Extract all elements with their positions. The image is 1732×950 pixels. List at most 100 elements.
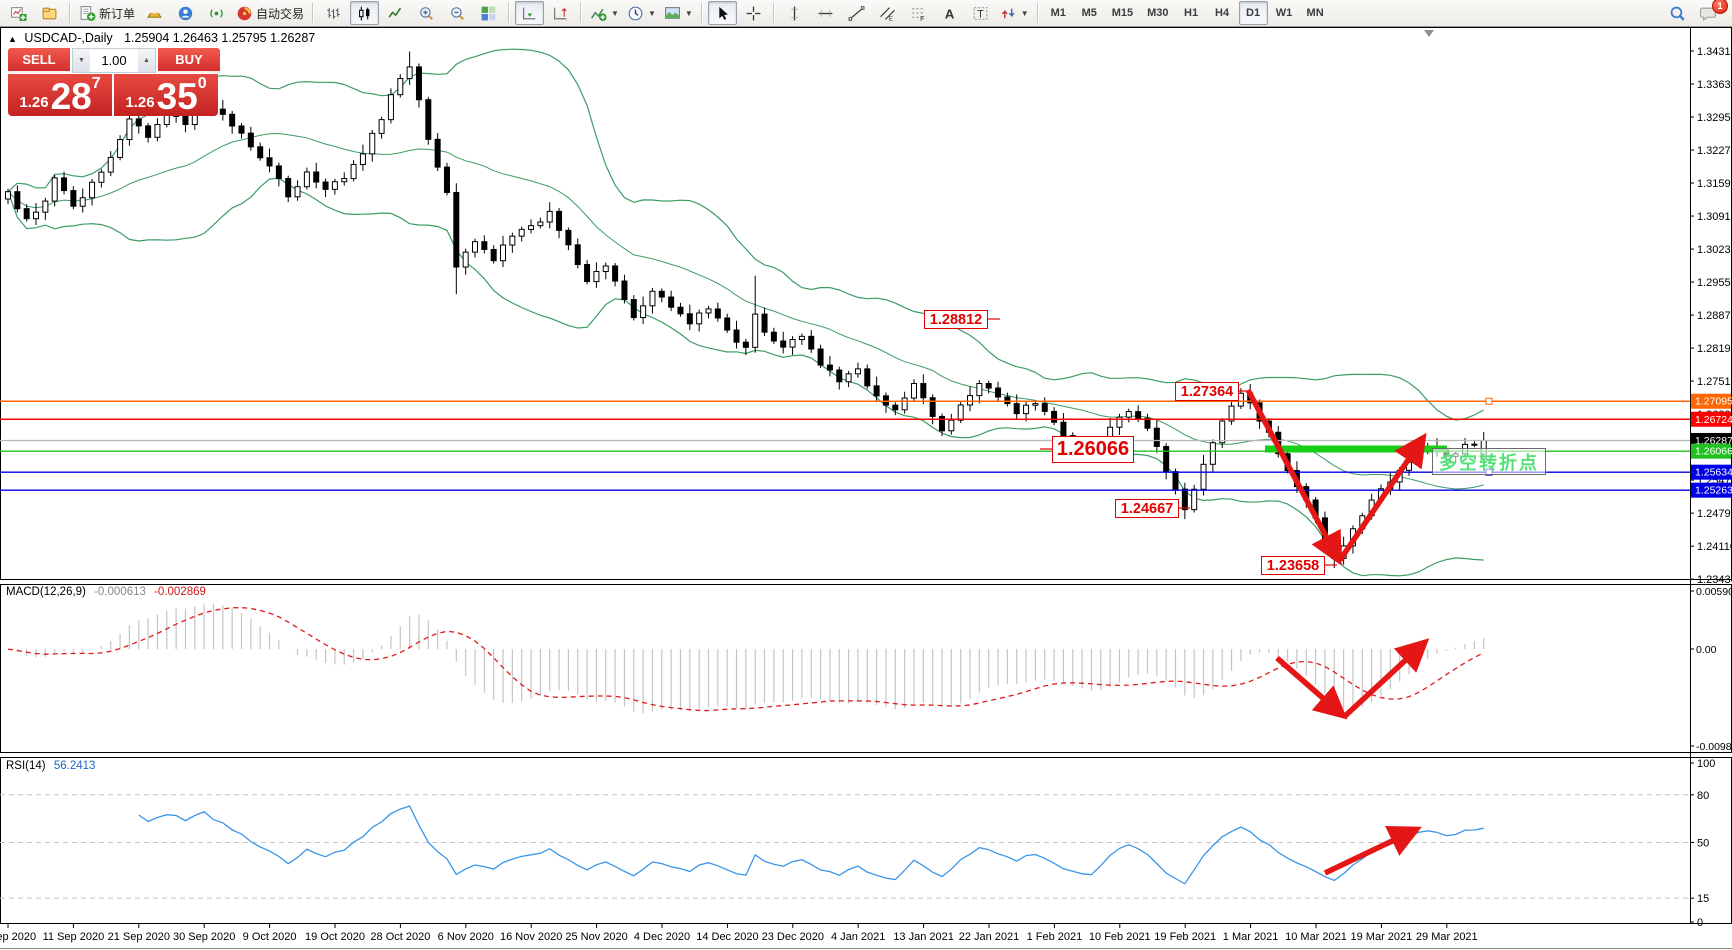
sell-price-button[interactable]: 1.26 28 7 xyxy=(8,74,112,116)
turning-point-label[interactable]: 多空转折点 xyxy=(1432,448,1546,475)
indicators-button[interactable]: ▼ xyxy=(587,1,622,25)
horizontal-line-button[interactable] xyxy=(811,1,840,25)
timeframe-m1[interactable]: M1 xyxy=(1044,1,1073,25)
timeframe-h1-label: H1 xyxy=(1184,7,1199,19)
timeframe-w1[interactable]: W1 xyxy=(1270,1,1299,25)
new-order-button[interactable]: 新订单 xyxy=(76,1,138,25)
label-button[interactable]: T xyxy=(966,1,995,25)
price-annotation-label[interactable]: 1.27364 xyxy=(1175,382,1239,401)
svg-text:F: F xyxy=(920,15,924,21)
macd-histogram xyxy=(16,603,1485,714)
fibo-icon: F xyxy=(911,7,925,22)
timeframe-mn[interactable]: MN xyxy=(1301,1,1330,25)
periods-button[interactable]: ▼ xyxy=(624,1,659,25)
autotrading-button-label: 自动交易 xyxy=(256,6,305,21)
autotrading-button[interactable]: 自动交易 xyxy=(233,1,307,25)
dropdown-caret-icon[interactable]: ▼ xyxy=(1020,8,1029,18)
price-annotation-label[interactable]: 1.26066 xyxy=(1052,436,1134,463)
price-trend-arrow[interactable] xyxy=(1337,432,1427,562)
toolbar-separator xyxy=(1036,3,1039,23)
timeframe-h1[interactable]: H1 xyxy=(1177,1,1206,25)
rsi-trend-arrow[interactable] xyxy=(1323,826,1422,876)
channel-icon: E xyxy=(880,6,895,22)
candlestick-type-button[interactable] xyxy=(350,1,380,25)
vline-icon xyxy=(791,6,798,20)
arrows-button[interactable]: ▼ xyxy=(997,1,1032,25)
timeframe-h4-label: H4 xyxy=(1215,7,1230,19)
date-tick-label: 29 Mar 2021 xyxy=(1416,931,1478,943)
newchart-icon xyxy=(11,6,27,21)
timeframe-m5-label: M5 xyxy=(1081,7,1097,19)
price-badge-label: 1.27095 xyxy=(1695,396,1732,408)
community-button[interactable] xyxy=(171,1,200,25)
crosshair-icon xyxy=(746,6,761,20)
horizontal-level-lines[interactable] xyxy=(0,397,1690,491)
templates-button[interactable]: ▼ xyxy=(661,1,696,25)
profiles-icon xyxy=(42,7,57,19)
fibonacci-button[interactable]: F xyxy=(904,1,933,25)
buy-price-button[interactable]: 1.26 35 0 xyxy=(114,74,218,116)
timeframe-h4[interactable]: H4 xyxy=(1208,1,1237,25)
rsi-tick-label: 15 xyxy=(1697,893,1709,905)
trend-arrows[interactable] xyxy=(1245,388,1430,876)
new-chart-button[interactable] xyxy=(4,1,33,25)
channel-button[interactable]: E xyxy=(873,1,902,25)
price-badge-label: 1.26724 xyxy=(1695,414,1732,426)
vertical-line-button[interactable] xyxy=(780,1,809,25)
timeframe-m5[interactable]: M5 xyxy=(1075,1,1104,25)
dropdown-caret-icon[interactable]: ▼ xyxy=(647,8,656,18)
timeframe-m30[interactable]: M30 xyxy=(1141,1,1174,25)
price-annotation-label[interactable]: 1.24667 xyxy=(1115,499,1179,518)
crosshair-button[interactable] xyxy=(739,1,768,25)
bar-chart-type-button[interactable] xyxy=(319,1,348,25)
rsi-tick-label: 100 xyxy=(1697,758,1715,770)
cursor-button[interactable] xyxy=(707,1,737,25)
date-tick-label: 9 Oct 2020 xyxy=(243,931,297,943)
market-button[interactable] xyxy=(140,1,169,25)
price-trend-arrow[interactable] xyxy=(1245,388,1342,566)
gold-icon xyxy=(147,11,162,18)
svg-text:T: T xyxy=(977,8,984,20)
tile-windows-button[interactable] xyxy=(474,1,503,25)
rsi-tick-label: 50 xyxy=(1697,838,1709,850)
periods-icon xyxy=(628,6,643,20)
macd-axis[interactable]: 0.005908 0.00 -0.009851 xyxy=(1690,586,1732,753)
zoom-in-button[interactable] xyxy=(412,1,441,25)
volume-decrease-button[interactable]: ▼ xyxy=(73,49,90,72)
price-annotation-label[interactable]: 1.28812 xyxy=(924,310,988,329)
notifications-button[interactable]: 1 xyxy=(1694,0,1728,25)
dropdown-caret-icon[interactable]: ▼ xyxy=(611,8,619,18)
price-badges: 1.270951.267241.262871.260661.256341.252… xyxy=(1691,393,1732,498)
line-chart-type-button[interactable] xyxy=(381,1,410,25)
volume-input[interactable]: 1.00 xyxy=(101,53,127,68)
macd-trend-arrow[interactable] xyxy=(1343,638,1430,719)
line-selection-handle[interactable] xyxy=(1485,397,1493,405)
search-button[interactable] xyxy=(1663,1,1692,25)
signals-button[interactable] xyxy=(202,1,231,25)
signals-icon xyxy=(210,8,223,18)
timeframe-m15[interactable]: M15 xyxy=(1106,1,1139,25)
trendline-button[interactable] xyxy=(842,1,871,25)
date-tick-label: 6 Nov 2020 xyxy=(438,931,494,943)
tile-icon xyxy=(481,6,496,20)
green-support-bar[interactable] xyxy=(1265,445,1447,453)
autotrading-icon xyxy=(237,6,252,20)
chart-shift-button[interactable] xyxy=(546,1,575,25)
toolbar-separator xyxy=(580,3,583,23)
buy-button[interactable]: BUY xyxy=(158,48,220,73)
volume-increase-button[interactable]: ▲ xyxy=(138,49,155,72)
one-click-trading-panel[interactable]: SELL ▼ 1.00 ▲ BUY 1.26 28 7 1.26 35 0 xyxy=(8,48,220,116)
date-tick-label: 13 Jan 2021 xyxy=(893,931,954,943)
price-annotation-label[interactable]: 1.23658 xyxy=(1261,556,1325,575)
sell-button[interactable]: SELL xyxy=(8,48,70,73)
toolbar-separator xyxy=(772,3,775,23)
auto-scroll-button[interactable] xyxy=(515,1,545,25)
timeframe-d1[interactable]: D1 xyxy=(1238,1,1268,25)
text-button[interactable]: A xyxy=(935,1,964,25)
profiles-button[interactable] xyxy=(35,1,64,25)
macd-trend-arrow[interactable] xyxy=(1275,655,1348,720)
zoom-out-button[interactable] xyxy=(443,1,472,25)
dropdown-caret-icon[interactable]: ▼ xyxy=(684,8,693,18)
